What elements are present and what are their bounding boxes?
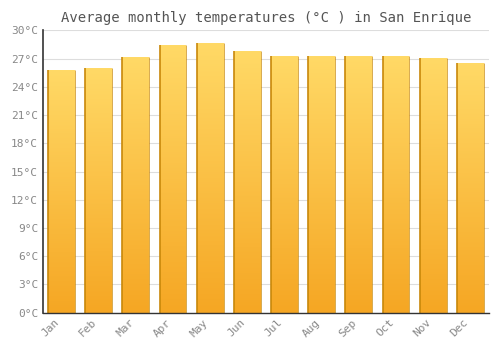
Title: Average monthly temperatures (°C ) in San Enrique: Average monthly temperatures (°C ) in Sa…	[60, 11, 471, 25]
